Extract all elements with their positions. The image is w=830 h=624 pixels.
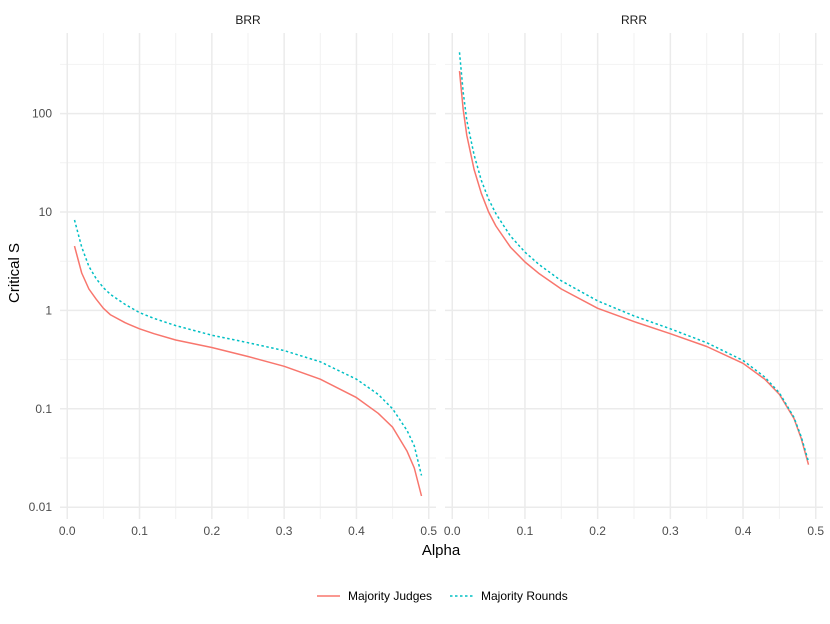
x-axis-title: Alpha	[422, 542, 461, 559]
series-line-majority-judges	[458, 71, 810, 465]
x-tick-label: 0.5	[807, 524, 824, 538]
y-tick-label: 0.1	[35, 402, 52, 416]
panel-strip-label: RRR	[621, 13, 647, 27]
y-axis-title: Critical S	[6, 243, 23, 303]
series-line-majority-judges	[73, 245, 423, 497]
x-tick-label: 0.0	[444, 524, 461, 538]
legend-label-majority-rounds: Majority Rounds	[481, 589, 568, 603]
panels-layer: BRR 0.0 0.1 0.2 0.3 0.4 0.5 0.01 0.1 1 10 100 RRR 0.0…	[29, 13, 825, 538]
panel-strip-label: BRR	[235, 13, 261, 27]
y-tick-label: 1	[45, 303, 52, 317]
x-tick-label: 0.2	[589, 524, 606, 538]
x-tick-label: 0.4	[348, 524, 365, 538]
y-tick-label: 10	[39, 205, 53, 219]
legend: Majority Judges Majority Rounds	[317, 589, 568, 603]
x-tick-label: 0.2	[204, 524, 221, 538]
x-tick-label: 0.3	[276, 524, 293, 538]
x-tick-label: 0.0	[59, 524, 76, 538]
x-tick-label: 0.5	[420, 524, 437, 538]
series-line-majority-rounds	[458, 52, 810, 462]
x-tick-label: 0.4	[735, 524, 752, 538]
y-tick-label: 0.01	[29, 500, 53, 514]
x-tick-label: 0.1	[131, 524, 148, 538]
y-tick-label: 100	[32, 107, 52, 121]
panel-brr: BRR 0.0 0.1 0.2 0.3 0.4 0.5 0.01 0.1 1 10 100	[29, 13, 438, 538]
series-line-majority-rounds	[73, 219, 423, 476]
x-tick-label: 0.3	[662, 524, 679, 538]
legend-label-majority-judges: Majority Judges	[348, 589, 432, 603]
x-tick-label: 0.1	[517, 524, 534, 538]
panel-rrr: RRR 0.0 0.1 0.2 0.3 0.4 0.5	[444, 13, 824, 538]
